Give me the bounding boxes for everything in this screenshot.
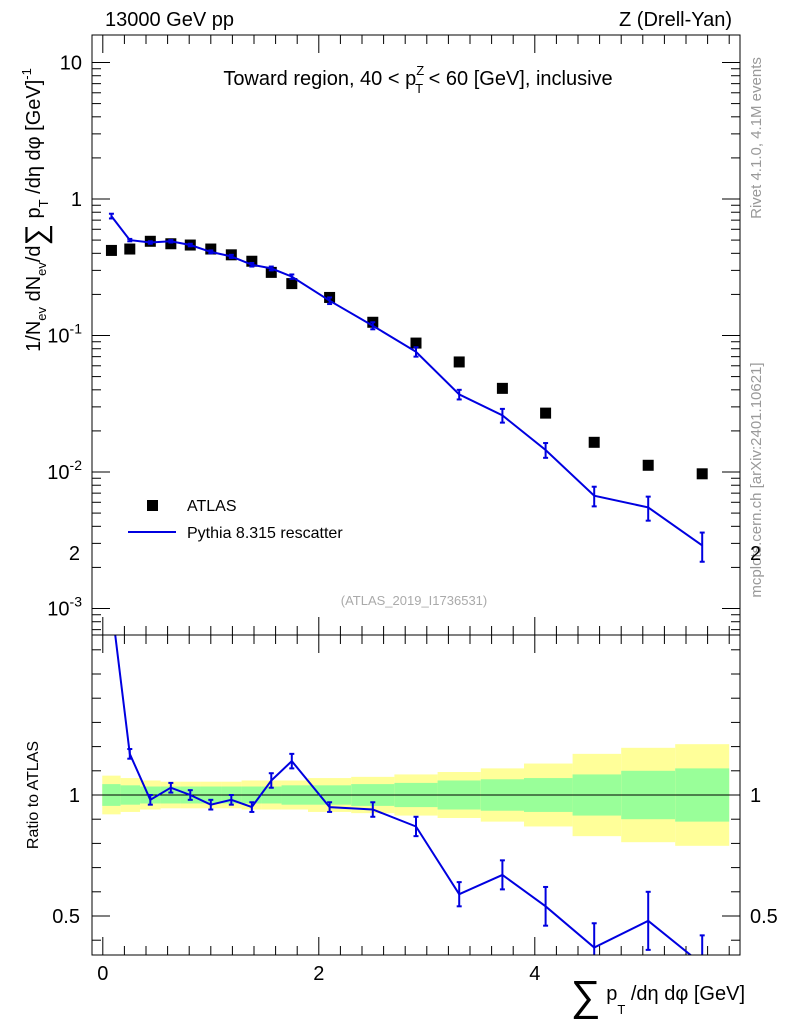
y-tick-label: 10-1 [47,321,82,348]
ratio-y-tick-label: 1 [69,785,80,807]
atlas-data-point [410,337,422,349]
atlas-data-point [124,243,136,255]
watermark-label: (ATLAS_2019_I1736531) [341,593,487,608]
y-tick-label: 1 [71,189,82,211]
x-tick-label: 0 [97,963,108,985]
atlas-data-point [588,436,600,448]
y-tick-label: 10 [60,53,82,75]
atlas-data-point [540,407,552,419]
main-plot-y-axis-label: 1/Nev dNev/d∑ pT /dη dφ [GeV]-1 [19,68,53,352]
main-plot-ticks [92,35,740,635]
ratio-plot-panel: 0.5 0.5 1 1 2 2 0 2 4 Ratio to ATLAS ∑ pT /dη dφ… [25,543,778,1019]
ratio-plot-marks [114,635,705,955]
atlas-data-point [453,356,465,368]
ratio-plot-frame [91,634,741,956]
ratio-y-tick-label-right: 0.5 [750,906,778,928]
x-axis-label: ∑ pT /dη dφ [GeV] [571,972,745,1019]
atlas-data-point [286,278,298,290]
atlas-data-point [642,459,654,471]
ratio-y-tick-label: 0.5 [52,906,80,928]
y-tick-label: 10-3 [47,594,82,621]
atlas-data-point [105,244,117,256]
header-process: Z (Drell-Yan) [619,9,732,31]
main-plot-frame [91,34,741,636]
legend-atlas-label: ATLAS [187,498,237,515]
main-plot-marks [105,212,708,563]
atlas-data-point [246,255,258,267]
atlas-data-point [165,238,177,250]
main-plot-panel: Toward region, 40 < pZ T < 60 [GeV], incl… [19,34,741,636]
ratio-y-tick-label: 2 [69,543,80,565]
rivet-version-label: Rivet 4.1.0, 4.1M events [748,57,765,219]
atlas-data-point [496,382,508,394]
legend-pythia-label: Pythia 8.315 rescatter [187,525,343,542]
ratio-plot-tick-labels: 0.5 0.5 1 1 2 2 0 2 4 [52,543,778,985]
ratio-y-axis-label: Ratio to ATLAS [25,741,42,849]
ratio-y-tick-label-right: 2 [750,543,761,565]
legend: ATLAS Pythia 8.315 rescatter [128,498,343,542]
atlas-data-point [205,243,217,255]
y-tick-label: 10-2 [47,457,82,484]
atlas-data-point [696,468,708,480]
legend-atlas-marker [147,500,158,511]
mcplots-label: mcplots.cern.ch [arXiv:2401.10621] [748,362,765,597]
x-tick-label: 4 [529,963,540,985]
atlas-data-point [265,266,277,278]
main-plot-y-tick-labels: 10 1 10-1 10-2 10-3 [47,53,82,621]
ratio-plot-ticks [92,635,740,955]
pythia-line [110,215,703,547]
ratio-series [114,635,705,955]
main-plot-title: Toward region, 40 < pZ T < 60 [GeV], incl… [223,63,612,96]
header-collision: 13000 GeV pp [105,9,234,31]
x-tick-label: 2 [313,963,324,985]
ratio-y-tick-label-right: 1 [750,785,761,807]
